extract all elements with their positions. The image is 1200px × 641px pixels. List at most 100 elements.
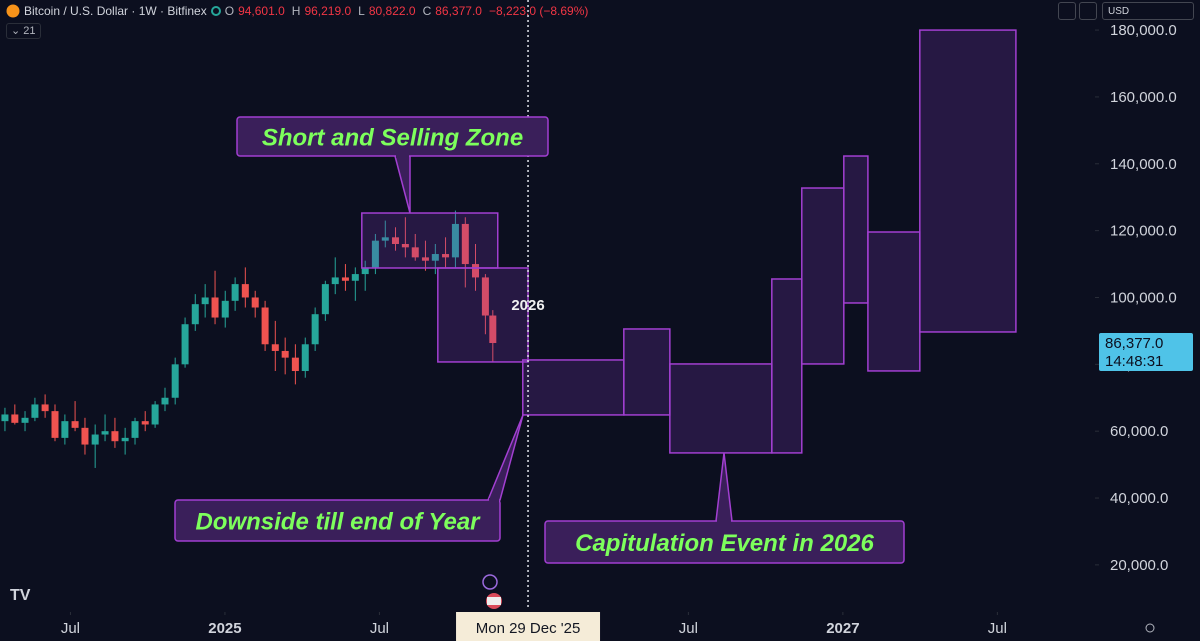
y-tick-label: 180,000.0 (1110, 22, 1177, 39)
candle-body (371, 240, 379, 268)
candle-body (401, 244, 409, 248)
y-tick-label: 60,000.0 (1110, 423, 1168, 440)
indicator: 21 (23, 25, 36, 37)
scale-button[interactable] (1058, 2, 1076, 20)
candle-body (411, 247, 419, 258)
candle-body (51, 411, 59, 438)
flag-stripes (487, 597, 501, 605)
callout-seam (396, 154, 409, 158)
market-status (210, 6, 221, 16)
currency-select[interactable]: USD (1102, 2, 1194, 20)
y-tick-label: 20,000.0 (1110, 557, 1168, 574)
candle-body (421, 257, 429, 261)
fullscreen-button[interactable] (1079, 2, 1097, 20)
x-tick-label: 2025 (208, 620, 241, 637)
y-tick-label: 160,000.0 (1110, 89, 1177, 106)
candle-body (201, 297, 209, 305)
x-tick-label: Jul (61, 620, 80, 637)
zone-box (867, 231, 921, 372)
candle-body (111, 431, 119, 442)
zone-box (437, 267, 529, 363)
candle-body (31, 404, 39, 418)
x-tick-label: Jul (988, 620, 1007, 637)
callout-pointer (486, 414, 524, 501)
settings-icon[interactable] (1145, 623, 1155, 633)
x-tick-label: 2027 (826, 620, 859, 637)
indicator-pill[interactable]: ⌄ 21 (6, 23, 41, 39)
y-tick-label: 100,000.0 (1110, 289, 1177, 306)
btc-icon (6, 4, 20, 18)
y-tick-label: 40,000.0 (1110, 490, 1168, 507)
candle-body (191, 304, 199, 325)
high: 96,219.0 (304, 4, 352, 18)
tv-logo: TV (10, 587, 31, 604)
callout-box (174, 499, 501, 542)
close-key: C (422, 4, 432, 18)
candle-body (391, 237, 399, 244)
candle-body (181, 324, 189, 365)
candle-body (271, 344, 279, 351)
y-tick-label: 140,000.0 (1110, 156, 1177, 173)
candle-body (211, 297, 219, 318)
x-tick-label: Jul (370, 620, 389, 637)
candle-body (81, 427, 89, 445)
candle-body (251, 297, 259, 308)
x-tick-label: Jul (679, 620, 698, 637)
last-price: 86,377.0 (1105, 335, 1163, 352)
candle-body (91, 434, 99, 445)
callout-seam (717, 519, 731, 523)
crosshair-label: Mon 29 Dec '25 (476, 620, 581, 637)
candle-body (21, 417, 29, 423)
candle-body (321, 284, 329, 315)
open-key: O (224, 4, 235, 18)
candle-body (431, 254, 439, 261)
candle-body (331, 277, 339, 285)
candle-body (351, 274, 359, 281)
candle-body (1, 414, 9, 422)
candle-body (151, 404, 159, 425)
candle-body (231, 284, 239, 301)
candle-body (101, 431, 109, 435)
callout-pointer (715, 452, 733, 522)
y-tick-label: 120,000.0 (1110, 223, 1177, 240)
candle-body (481, 277, 489, 316)
candle-body (442, 254, 450, 258)
candle-body (171, 364, 179, 398)
zone-box (669, 363, 773, 454)
high-key: H (291, 4, 301, 18)
event-icon (482, 574, 498, 590)
callout-box (236, 116, 549, 157)
candle-body (461, 223, 469, 265)
candle-body (261, 307, 269, 345)
zone-box (801, 187, 845, 365)
zone-box (843, 155, 869, 304)
candle-body (472, 264, 480, 278)
candle-body (301, 344, 309, 372)
callout-text: Capitulation Event in 2026 (575, 530, 874, 557)
open: 94,601.0 (238, 4, 285, 18)
countdown: 14:48:31 (1105, 353, 1163, 370)
candle-body (131, 421, 139, 438)
candle-body (451, 223, 459, 258)
last-price-bg (1099, 333, 1193, 372)
candle-body (241, 284, 249, 298)
candle-body (41, 404, 49, 412)
zone-box (522, 359, 625, 416)
candle-body (341, 277, 349, 281)
currency: USD (1108, 6, 1130, 17)
symbol: Bitcoin / U.S. Dollar · 1W · Bitfinex (24, 4, 207, 18)
crosshair-label-bg (456, 612, 601, 641)
candle-body (489, 315, 497, 344)
year-label: 2026 (511, 297, 544, 314)
zone-box (919, 29, 1017, 333)
callout-seam (489, 498, 499, 502)
low-key: L (358, 4, 365, 18)
candle-body (71, 421, 79, 428)
candle-body (121, 437, 129, 442)
callout-text: Short and Selling Zone (262, 125, 523, 152)
candle-body (381, 237, 389, 241)
candle-body (361, 267, 369, 275)
